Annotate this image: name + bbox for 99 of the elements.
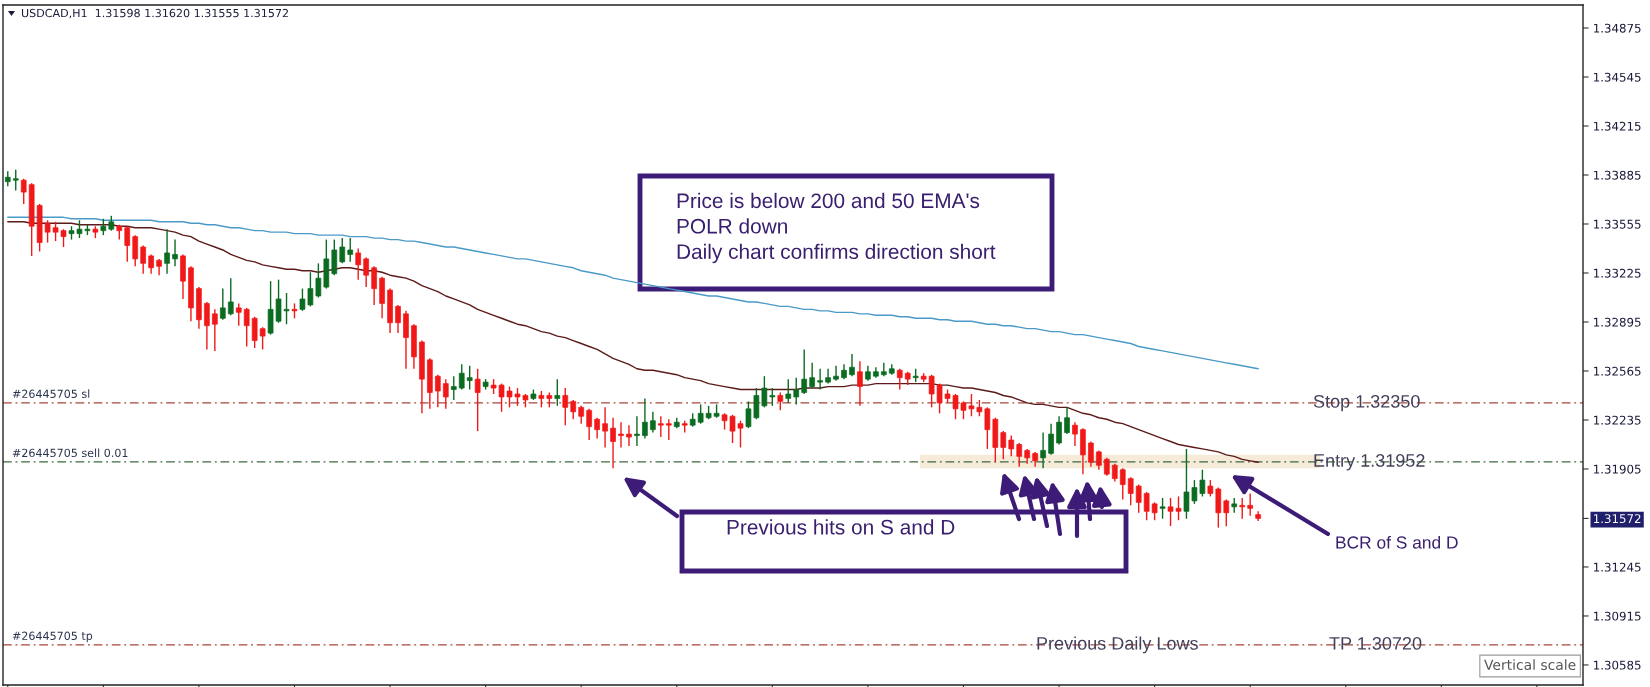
- candlestick: [442, 378, 449, 410]
- candlestick: [466, 365, 473, 391]
- candlestick: [1072, 421, 1078, 447]
- y-tick-label: 1.33555: [1594, 219, 1641, 229]
- candlestick: [172, 238, 178, 268]
- candlestick: [235, 302, 242, 327]
- candlestick: [1000, 430, 1007, 461]
- candlestick: [12, 169, 19, 192]
- candlestick: [785, 378, 792, 404]
- candlestick: [809, 362, 815, 389]
- annotation: Price is below 200 and 50 EMA's POLR down Daily chart confirms direction short: [677, 192, 996, 264]
- candlestick: [1040, 431, 1046, 469]
- y-tick-label: 1.34215: [1594, 121, 1641, 131]
- y-tick-label: 1.32235: [1594, 415, 1641, 425]
- candlestick: [204, 301, 210, 351]
- candlestick: [1247, 492, 1253, 517]
- candlestick: [833, 365, 839, 382]
- annotation: Stop 1.32350: [1313, 394, 1420, 412]
- candlestick: [164, 228, 170, 275]
- candlestick: [1088, 440, 1094, 468]
- candlestick: [339, 237, 346, 265]
- candlestick: [450, 375, 457, 401]
- y-tick-label: 1.32895: [1594, 317, 1641, 327]
- y-tick-label: 1.34545: [1594, 72, 1641, 82]
- candlestick: [251, 316, 258, 349]
- candlestick: [642, 397, 648, 440]
- candlestick: [1064, 406, 1070, 435]
- candlestick: [363, 256, 369, 288]
- y-tick-label: 1.30585: [1594, 660, 1641, 670]
- candlestick: [634, 415, 640, 447]
- candlestick: [124, 225, 131, 263]
- annotation: Entry 1.31952: [1314, 454, 1425, 471]
- candlestick: [1016, 442, 1023, 468]
- candlestick: [586, 408, 592, 441]
- candlestick: [435, 373, 441, 409]
- y-tick-label: 1.31245: [1594, 562, 1641, 572]
- candlestick: [697, 403, 704, 425]
- chart-title: USDCAD,H1 1.31598 1.31620 1.31555 1.31572: [21, 8, 288, 19]
- y-tick-label: 1.31905: [1594, 464, 1641, 474]
- candlestick: [395, 304, 401, 334]
- candlestick: [1127, 476, 1134, 507]
- ref-line-label: #26445705 sell 0.01: [12, 448, 128, 458]
- candlestick: [219, 287, 226, 321]
- candlestick: [849, 353, 855, 377]
- candlestick: [347, 237, 354, 263]
- candlestick: [896, 368, 903, 391]
- candlestick: [259, 326, 266, 351]
- candlestick: [1159, 497, 1166, 520]
- candlestick: [817, 368, 823, 391]
- y-tick-label: 1.31572: [1594, 514, 1641, 524]
- candlestick: [132, 234, 139, 268]
- candlestick: [1056, 415, 1062, 446]
- ref-line-label: #26445705 sl: [12, 389, 90, 398]
- y-tick-label: 1.33225: [1594, 268, 1641, 278]
- candlestick: [227, 277, 234, 317]
- ref-line-label: #26445705 tp: [12, 631, 93, 643]
- candlestick: [243, 307, 250, 348]
- candlestick: [665, 418, 672, 441]
- candlestick: [1096, 449, 1102, 471]
- annotation: Previous hits on S and D: [727, 519, 955, 535]
- line-series: [7, 216, 1259, 370]
- y-tick-label: 1.30915: [1594, 611, 1641, 621]
- candlestick: [1119, 467, 1126, 501]
- candlestick: [1008, 434, 1015, 458]
- annotation: Previous Daily Lows: [1037, 636, 1198, 654]
- candlestick: [474, 368, 481, 432]
- y-tick-label: 1.32565: [1594, 366, 1641, 376]
- candlestick: [857, 360, 863, 407]
- candlestick: [801, 348, 808, 395]
- y-tick-label: 1.34875: [1594, 23, 1641, 33]
- candlestick: [554, 378, 561, 407]
- y-tick-label: 1.33885: [1594, 170, 1641, 180]
- candlestick: [331, 238, 338, 276]
- text: Vertical scale: [1484, 659, 1576, 671]
- candlestick: [212, 308, 218, 352]
- candlestick: [562, 387, 569, 426]
- candlestick: [618, 421, 624, 449]
- candlestick: [458, 363, 465, 391]
- candlestick: [148, 253, 154, 275]
- candlestick: [610, 417, 616, 469]
- candlestick: [570, 399, 577, 420]
- candlestick: [140, 244, 146, 275]
- candlestick: [793, 376, 800, 406]
- text: BCR of S and D: [1336, 535, 1458, 549]
- candlestick: [881, 362, 887, 377]
- candlestick: [403, 310, 409, 370]
- candlestick: [1215, 486, 1222, 529]
- candlestick: [20, 178, 27, 205]
- candlestick: [626, 424, 632, 447]
- candlestick: [594, 417, 600, 440]
- candlestick: [602, 406, 608, 449]
- candlestick: [658, 415, 664, 438]
- candlestick: [371, 265, 377, 306]
- candlestick: [1239, 497, 1246, 520]
- candlestick: [1223, 498, 1230, 527]
- candlestick: [1048, 422, 1054, 456]
- candlestick: [355, 247, 362, 281]
- candlestick: [1135, 483, 1142, 514]
- candlestick: [650, 411, 656, 434]
